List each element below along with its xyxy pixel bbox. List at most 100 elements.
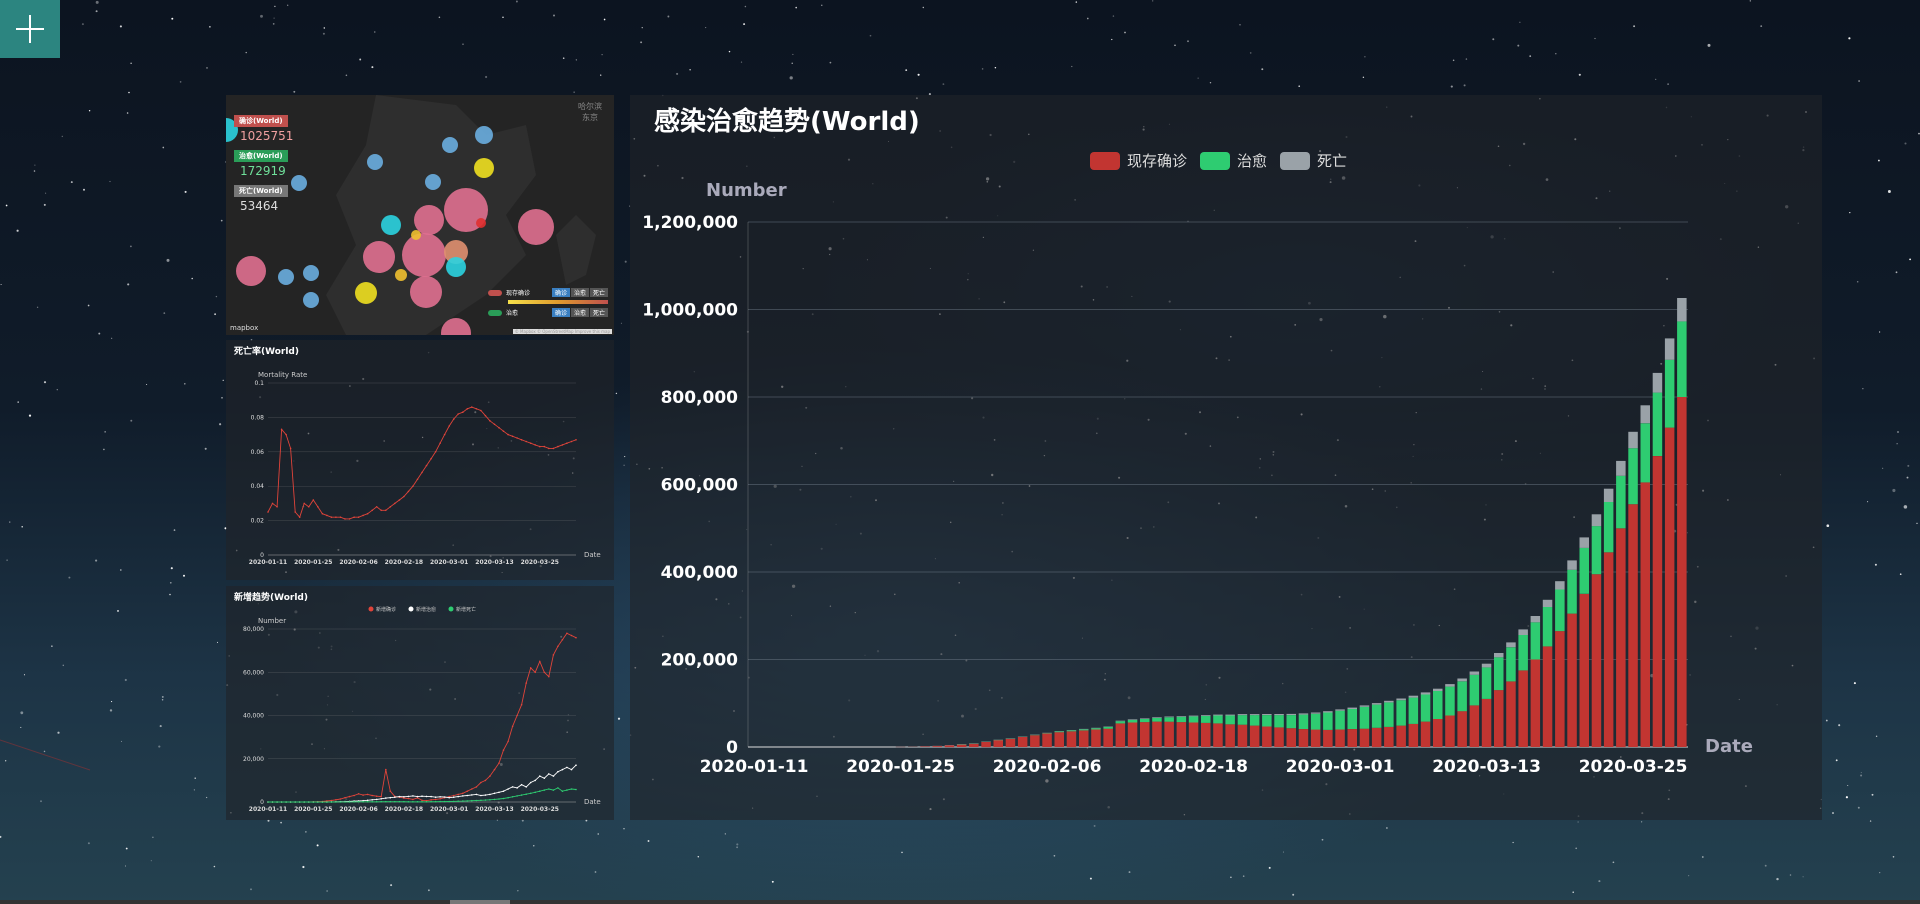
data-point <box>566 789 568 791</box>
deaths-label: 死亡(World) <box>234 185 288 197</box>
data-point <box>362 514 364 517</box>
series-line <box>268 632 577 803</box>
mapbox-logo[interactable]: mapbox <box>230 324 259 332</box>
bar-segment <box>1164 716 1174 718</box>
bar-segment <box>1579 593 1589 747</box>
data-point <box>357 793 360 795</box>
data-point <box>385 797 387 799</box>
x-tick-label: 2020-03-01 <box>1286 757 1395 777</box>
map-legend-button[interactable]: 确诊 <box>551 308 570 317</box>
data-point <box>502 749 505 751</box>
bar-segment <box>1274 727 1284 747</box>
data-point <box>525 793 527 795</box>
bar-segment <box>1115 721 1126 724</box>
data-point <box>448 795 450 798</box>
x-tick-label: 2020-02-18 <box>1139 757 1248 777</box>
data-point <box>543 789 546 791</box>
data-point <box>403 800 405 803</box>
legend-label: 现存确诊 <box>1127 152 1187 170</box>
data-point <box>425 795 428 798</box>
scrollbar-thumb[interactable] <box>450 900 510 904</box>
data-point <box>516 787 518 789</box>
bar-segment <box>1323 729 1333 747</box>
data-point <box>330 801 333 803</box>
data-point <box>380 795 382 798</box>
data-point <box>339 516 342 518</box>
y-tick-label: 80,000 <box>243 626 264 633</box>
bar-segment <box>1506 642 1516 648</box>
map-bubble <box>476 218 486 228</box>
data-point <box>466 408 469 410</box>
bar-segment <box>944 745 955 748</box>
data-point <box>548 675 550 678</box>
data-point <box>425 799 428 802</box>
data-point <box>353 794 355 797</box>
map-legend: 现存确诊 确诊 治愈 死亡 治愈 确诊 治愈 死亡 <box>488 288 608 317</box>
bar-segment <box>1176 716 1187 723</box>
bar-segment <box>1445 684 1455 687</box>
map-legend-button[interactable]: 确诊 <box>551 288 570 297</box>
data-point <box>462 800 464 802</box>
map-legend-button[interactable]: 治愈 <box>570 308 589 317</box>
data-point <box>575 439 577 441</box>
legend-label: 新增治愈 <box>416 606 436 613</box>
x-tick-label: 2020-01-25 <box>846 757 955 777</box>
bar-segment <box>1176 716 1187 717</box>
bar-segment <box>1616 528 1626 748</box>
bar-segment <box>1494 657 1504 691</box>
data-point <box>548 447 550 450</box>
x-axis-title: Date <box>584 551 601 559</box>
bar-segment <box>1542 599 1553 607</box>
bar-segment <box>1384 702 1394 727</box>
bar-segment <box>1201 722 1211 747</box>
y-axis-title: Mortality Rate <box>258 371 307 379</box>
data-point <box>385 768 387 771</box>
data-point <box>452 418 455 420</box>
bar-segment <box>1555 589 1565 632</box>
data-point <box>385 800 387 803</box>
data-point <box>407 795 410 798</box>
bar-segment <box>1152 717 1162 722</box>
map-bubble <box>402 233 446 277</box>
bar-segment <box>1286 715 1296 729</box>
horizontal-scrollbar[interactable] <box>0 900 1920 904</box>
data-point <box>280 428 283 431</box>
data-point <box>326 514 328 517</box>
bar-segment <box>1628 504 1638 747</box>
data-point <box>493 423 496 426</box>
bar-segment <box>1457 678 1467 682</box>
bar-segment <box>1396 725 1406 747</box>
data-point <box>443 433 446 436</box>
bar-segment <box>1127 719 1138 723</box>
world-map[interactable] <box>226 95 614 335</box>
data-point <box>489 793 491 796</box>
y-tick-label: 0 <box>260 799 264 806</box>
data-point <box>539 660 541 663</box>
data-point <box>561 639 564 641</box>
bar-segment <box>1494 690 1504 747</box>
data-point <box>366 793 369 796</box>
data-point <box>434 798 437 801</box>
data-point <box>326 801 328 803</box>
bar-segment <box>1677 397 1687 747</box>
legend-marker <box>408 606 414 612</box>
data-point <box>520 439 523 441</box>
world-map-panel[interactable]: 确诊(World) 1025751 治愈(World) 172919 死亡(Wo… <box>226 95 614 335</box>
bar-segment <box>1213 714 1223 716</box>
add-button[interactable] <box>0 0 60 58</box>
bar-segment <box>1140 722 1150 747</box>
map-legend-button[interactable]: 死亡 <box>589 288 608 297</box>
data-point <box>285 801 287 803</box>
bar-segment <box>1237 724 1248 747</box>
map-bubble <box>474 158 494 178</box>
y-tick-label: 60,000 <box>243 669 264 676</box>
data-point <box>394 502 396 505</box>
map-legend-button[interactable]: 死亡 <box>589 308 608 317</box>
data-point <box>462 411 464 413</box>
map-legend-button[interactable]: 治愈 <box>570 288 589 297</box>
bar-segment <box>1323 711 1333 713</box>
map-bubble <box>518 209 554 245</box>
map-credits[interactable]: © Mapbox © OpenStreetMap Improve this ma… <box>512 329 612 334</box>
y-axis-title: Number <box>706 180 787 201</box>
data-point <box>534 444 536 446</box>
